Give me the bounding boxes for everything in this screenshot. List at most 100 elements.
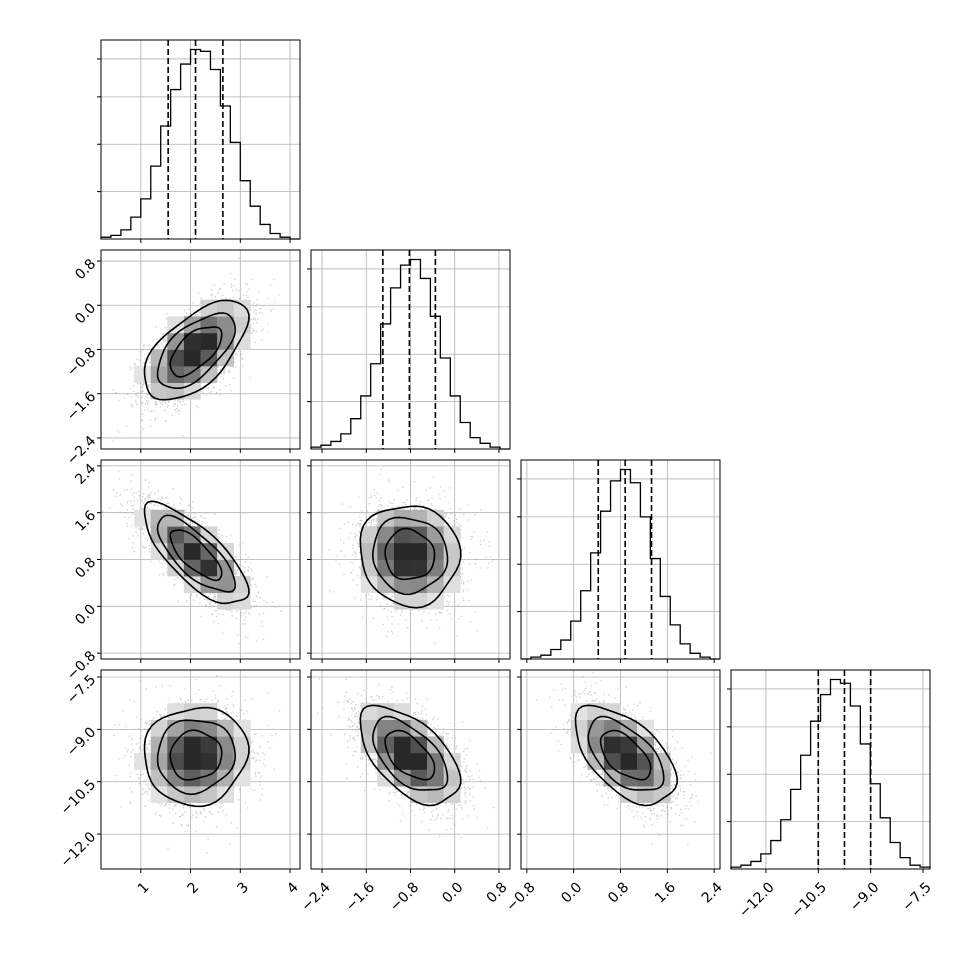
contour-2-1-0 [359, 505, 462, 609]
density-cell-2-0-4-5 [167, 559, 185, 577]
scatter-points-3-0 [113, 675, 281, 854]
density-cell-3-0-6-9 [200, 703, 218, 721]
density-cell-3-2-6-5 [620, 769, 638, 787]
contour-2-0-2 [169, 529, 223, 582]
x-tick-label-0-1: 2 [185, 879, 203, 897]
density-cell-2-1-6-5 [410, 559, 428, 577]
density-cell-1-0-3-3 [150, 382, 168, 400]
density-cell-1-0-7-5 [217, 349, 234, 367]
contour-2-1-2 [384, 527, 436, 581]
density-cell-1-0-7-7 [217, 316, 234, 334]
density-cell-1-0-6-7 [200, 316, 218, 334]
contour-3-1-0 [359, 704, 462, 807]
density-cell-3-2-3-9 [570, 703, 588, 721]
density-cell-3-0-4-7 [167, 736, 185, 754]
density-cell-2-1-5-6 [393, 542, 411, 560]
density-cell-1-0-5-4 [183, 366, 201, 383]
density-cell-3-0-7-5 [217, 769, 234, 787]
density-cell-2-1-6-6 [410, 542, 428, 560]
x-tick-label-0-2: 3 [234, 879, 252, 897]
density-cell-1-0-3-4 [150, 366, 168, 383]
density-cell-3-0-3-6 [150, 752, 168, 770]
histogram-panel-2 [517, 459, 721, 660]
density-cell-3-0-8-5 [233, 769, 251, 787]
x-tick-label-3-3: −7.5 [899, 879, 934, 914]
density-cell-1-0-5-6 [183, 332, 201, 350]
density-cell-3-0-5-6 [183, 752, 201, 770]
density-cell-3-2-6-7 [620, 736, 638, 754]
x-tick-label-0-3: 4 [284, 879, 302, 897]
x-tick-label-0-0: 1 [135, 879, 153, 897]
density-cell-3-0-5-9 [183, 703, 201, 721]
density-cell-1-0-5-5 [183, 349, 201, 367]
density-cell-3-1-4-9 [377, 703, 395, 721]
density-cell-3-0-3-4 [150, 786, 168, 803]
density-cell-3-0-3-7 [150, 736, 168, 754]
density-cell-2-1-7-3 [427, 592, 444, 610]
contour-3-2-1 [587, 715, 665, 791]
density-cell-3-2-7-4 [637, 786, 654, 803]
density-cell-3-0-6-6 [200, 752, 218, 770]
y-tick-label-3-2: −9.0 [64, 724, 99, 759]
panel-content-2-0 [101, 460, 300, 659]
density-cell-3-0-5-5 [183, 769, 201, 787]
panel-content-3-0 [101, 670, 300, 869]
scatter-panel-3-2 [520, 669, 721, 870]
density-cell-2-0-7-3 [217, 592, 234, 610]
density-cell-3-1-5-7 [393, 736, 411, 754]
y-tick-label-1-1: −1.6 [64, 389, 99, 424]
y-tick-label-2-2: 0.8 [72, 554, 99, 581]
density-cell-2-1-5-3 [393, 592, 411, 610]
density-cell-2-1-8-7 [443, 526, 461, 544]
contour-3-0-2 [169, 729, 223, 781]
density-cell-2-0-5-6 [183, 542, 201, 560]
x-tick-label-3-1: −10.5 [788, 879, 830, 921]
density-cell-3-0-2-6 [134, 752, 152, 770]
density-cell-2-0-5-4 [183, 576, 201, 593]
density-cell-1-0-4-5 [167, 349, 185, 367]
density-cell-3-1-4-8 [377, 719, 395, 737]
density-cell-2-1-5-5 [393, 559, 411, 577]
histogram-steps-2 [521, 468, 720, 660]
x-tick-label-3-0: −12.0 [736, 879, 778, 921]
panel-frame-3-0 [100, 669, 301, 870]
density-cell-2-1-7-7 [427, 526, 444, 544]
contour-3-0-1 [156, 719, 236, 796]
density-cell-3-2-7-7 [637, 736, 654, 754]
histogram-panel-0 [97, 39, 301, 240]
density-cell-3-1-7-5 [427, 769, 444, 787]
y-tick-label-1-4: 0.8 [72, 256, 99, 283]
density-cell-3-0-7-8 [217, 719, 234, 737]
scatter-panel-3-1 [310, 669, 511, 870]
contour-3-0-0 [143, 706, 250, 808]
contour-2-1-1 [372, 516, 449, 596]
density-cell-3-0-3-8 [150, 719, 168, 737]
density-cell-2-1-7-4 [427, 576, 444, 593]
panel-content-1-0 [101, 250, 300, 449]
density-cell-2-1-4-4 [377, 576, 395, 593]
scatter-panel-2-1 [310, 459, 511, 660]
density-cell-3-2-3-8 [570, 719, 588, 737]
contour-3-1-2 [384, 729, 436, 781]
contour-1-0-2 [169, 326, 223, 378]
density-cell-1-0-6-4 [200, 366, 218, 383]
x-tick-label-2-0: −0.8 [503, 879, 538, 914]
density-cell-3-2-5-6 [603, 752, 621, 770]
x-tick-label-1-3: 0.0 [439, 879, 466, 906]
density-cell-2-1-4-5 [377, 559, 395, 577]
density-cell-3-2-8-4 [653, 786, 671, 803]
density-cell-2-1-7-8 [427, 509, 444, 527]
contour-1-0-1 [156, 312, 236, 389]
x-tick-label-2-2: 0.8 [605, 879, 632, 906]
x-tick-label-2-4: 2.4 [699, 879, 726, 906]
density-cell-3-0-4-9 [167, 703, 185, 721]
density-cell-2-1-3-4 [360, 576, 378, 593]
x-tick-label-2-1: 0.0 [558, 879, 585, 906]
y-tick-label-1-3: 0.0 [72, 300, 99, 327]
scatter-panel-2-0 [100, 459, 301, 660]
density-cell-2-1-8-4 [443, 576, 461, 593]
density-cell-1-0-4-6 [167, 332, 185, 350]
histogram-steps-1 [310, 258, 510, 450]
contour-3-2-2 [599, 729, 652, 781]
